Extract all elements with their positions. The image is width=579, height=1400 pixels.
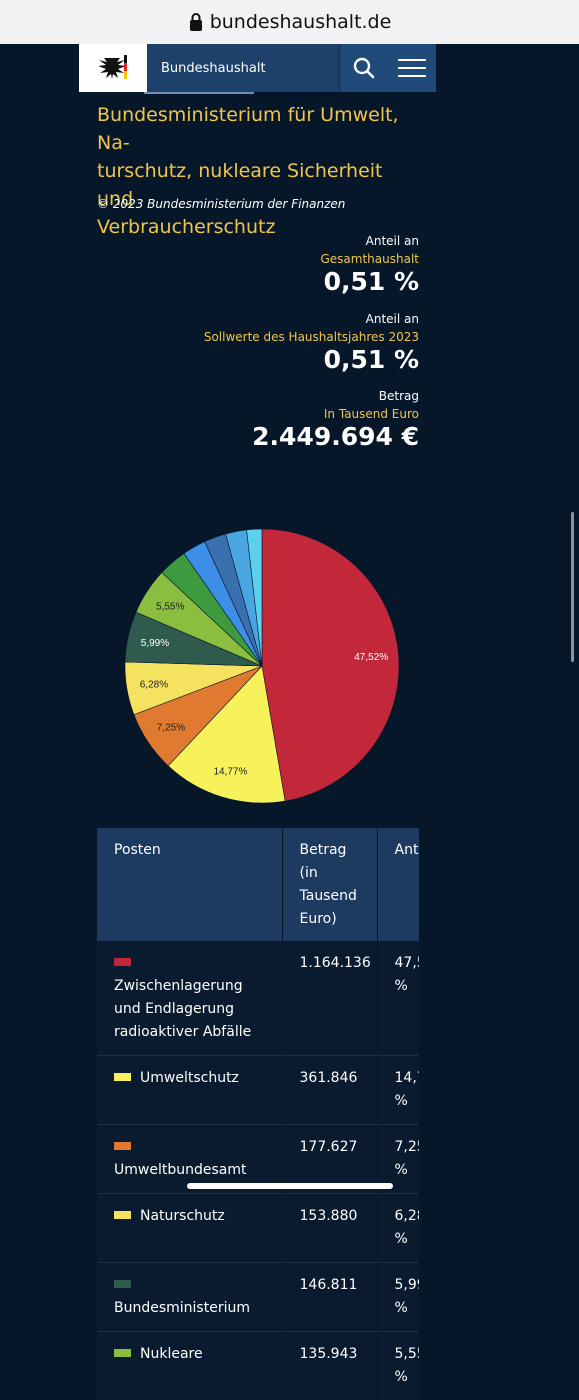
posten-label: Naturschutz — [140, 1208, 225, 1224]
site-label[interactable]: Bundeshaushalt — [147, 44, 337, 92]
search-icon — [353, 57, 375, 79]
stat-sublabel: In Tausend Euro — [252, 405, 419, 423]
cell-anteil: 47,52 % — [377, 941, 419, 1056]
column-header-anteil[interactable]: Anteil — [377, 828, 419, 941]
stat-label: Anteil an — [204, 310, 419, 328]
column-header-posten[interactable]: Posten — [97, 828, 282, 941]
cell-posten: Naturschutz — [97, 1194, 282, 1263]
legend-swatch — [114, 1142, 131, 1150]
stat-gesamthaushalt: Anteil an Gesamthaushalt 0,51 % — [321, 232, 420, 296]
stat-label: Anteil an — [321, 232, 420, 250]
url-bar[interactable]: bundeshaushalt.de — [0, 0, 579, 44]
slice-label: 5,55% — [156, 602, 184, 613]
site-header: Bundeshaushalt — [79, 44, 436, 92]
stat-value: 0,51 % — [204, 346, 419, 374]
cell-betrag: 135.943 — [282, 1332, 377, 1400]
slice-label: 5,99% — [141, 638, 169, 649]
page-title-line: Bundesministerium für Umwelt, Na- — [97, 101, 417, 157]
cell-anteil: 6,28 % — [377, 1194, 419, 1263]
legend-swatch — [114, 1280, 131, 1288]
cell-betrag: 153.880 — [282, 1194, 377, 1263]
federal-eagle-logo[interactable] — [79, 44, 147, 92]
slice-label: 6,28% — [140, 680, 168, 691]
lock-icon — [188, 12, 204, 32]
copyright-note: © 2023 Bundesministerium der Finanzen — [97, 197, 345, 211]
home-indicator[interactable] — [187, 1183, 393, 1189]
legend-swatch — [114, 1211, 131, 1219]
slice-label: 7,25% — [157, 722, 185, 733]
stat-sublabel: Sollwerte des Haushaltsjahres 2023 — [204, 328, 419, 346]
cell-betrag: 1.164.136 — [282, 941, 377, 1056]
posten-label: Nukleare — [140, 1346, 203, 1362]
site-label-underline — [144, 92, 254, 94]
cell-posten: Bundesministerium — [97, 1263, 282, 1332]
cell-posten: Umweltschutz — [97, 1056, 282, 1125]
cell-posten: Zwischenlagerung und Endlagerung radioak… — [97, 941, 282, 1056]
cell-posten: Nukleare — [97, 1332, 282, 1400]
slice-label: 14,77% — [213, 766, 247, 777]
stat-sollwerte: Anteil an Sollwerte des Haushaltsjahres … — [204, 310, 419, 374]
cell-anteil: 5,99 % — [377, 1263, 419, 1332]
stat-betrag: Betrag In Tausend Euro 2.449.694 € — [252, 387, 419, 451]
posten-label: Zwischenlagerung und Endlagerung radioak… — [114, 978, 251, 1040]
page-title: Bundesministerium für Umwelt, Na- tursch… — [97, 101, 417, 241]
table-row[interactable]: Zwischenlagerung und Endlagerung radioak… — [97, 941, 419, 1056]
pie-chart: 47,52% 14,77% 7,25% 6,28% 5,99% 5,55% — [120, 528, 404, 808]
stat-label: Betrag — [252, 387, 419, 405]
stat-value: 2.449.694 € — [252, 423, 419, 451]
stat-value: 0,51 % — [321, 268, 420, 296]
posten-label: Umweltbundesamt — [114, 1162, 246, 1178]
cell-betrag: 361.846 — [282, 1056, 377, 1125]
eagle-icon — [79, 44, 147, 92]
slice-label: 47,52% — [354, 652, 388, 663]
column-header-betrag[interactable]: Betrag (in Tausend Euro) — [282, 828, 377, 941]
table-header-row: Posten Betrag (in Tausend Euro) Anteil — [97, 828, 419, 941]
menu-button[interactable] — [387, 44, 436, 92]
legend-swatch — [114, 1349, 131, 1357]
search-button[interactable] — [341, 44, 387, 92]
posten-label: Umweltschutz — [140, 1070, 239, 1086]
posten-label: Bundesministerium — [114, 1300, 250, 1316]
data-table: Posten Betrag (in Tausend Euro) Anteil Z… — [97, 828, 419, 1400]
legend-swatch — [114, 958, 131, 966]
hamburger-icon — [398, 58, 426, 78]
cell-anteil: 14,77 % — [377, 1056, 419, 1125]
url-text: bundeshaushalt.de — [210, 11, 392, 33]
cell-anteil: 5,55 % — [377, 1332, 419, 1400]
scrollbar[interactable] — [571, 512, 574, 662]
legend-swatch — [114, 1073, 131, 1081]
pie-slice[interactable] — [262, 529, 399, 801]
cell-betrag: 146.811 — [282, 1263, 377, 1332]
stat-sublabel: Gesamthaushalt — [321, 250, 420, 268]
